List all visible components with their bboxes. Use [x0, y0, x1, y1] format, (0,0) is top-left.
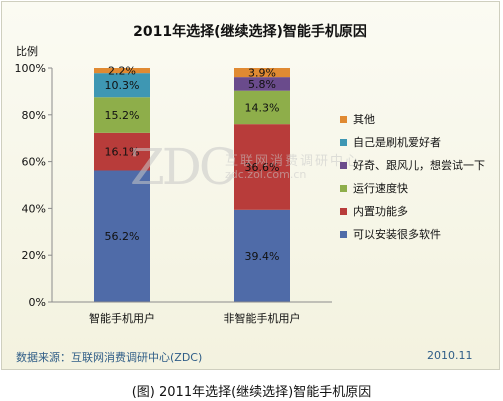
data-label: 15.2%: [105, 109, 140, 122]
legend-swatch: [340, 138, 347, 146]
bar-segment: [94, 132, 150, 171]
data-label: 36.6%: [245, 161, 280, 174]
data-label: 5.8%: [248, 78, 276, 91]
bars: 56.2% 16.1% 15.2% 10.3%2.2% 39.4% 36.6% 14.3% 5…: [94, 65, 290, 302]
legend-label: 好奇、跟风儿，想尝试一下: [353, 159, 485, 172]
legend-item: 好奇、跟风儿，想尝试一下: [340, 158, 485, 172]
bar-segment: [94, 73, 150, 98]
legend-item: 内置功能多: [340, 204, 408, 218]
data-label: 39.4%: [245, 250, 280, 263]
watermark-url: zdc.zol.com.cn: [225, 168, 307, 181]
data-label: 3.9%: [248, 67, 276, 80]
chart-canvas: 2011年选择(继续选择)智能手机原因 比例 0% 20% 40% 60% 80% 100…: [15, 23, 367, 325]
legend-swatch: [340, 161, 347, 169]
chart-title: 2011年选择(继续选择)智能手机原因: [133, 23, 367, 40]
bar-segment: [94, 97, 150, 133]
bar-segment: [94, 68, 150, 74]
y-axis: 0% 20% 40% 60% 80% 100%: [15, 62, 53, 309]
watermark-name: 互联网消费调研中心: [225, 154, 361, 169]
legend-item: 可以安装很多软件: [340, 227, 441, 241]
legend-swatch: [340, 184, 347, 192]
legend-label: 自己是刷机爱好者: [353, 136, 441, 149]
bar-segment: [94, 170, 150, 302]
legend-item: 自己是刷机爱好者: [340, 135, 441, 149]
bar-segment: [234, 77, 290, 91]
legend-swatch: [340, 115, 347, 123]
y-tick-label: 100%: [15, 62, 46, 75]
y-tick-label: 80%: [22, 109, 46, 122]
watermark: ZDC 互联网消费调研中心 zdc.zol.com.cn: [130, 142, 360, 202]
data-label: 14.3%: [245, 101, 280, 114]
figure-caption: (图) 2011年选择(继续选择)智能手机原因: [131, 385, 372, 400]
data-label: 10.3%: [105, 79, 140, 92]
legend-label: 可以安装很多软件: [353, 228, 441, 241]
date-note: 2010.11: [427, 349, 473, 362]
bar-segment: [234, 68, 290, 78]
data-label: 2.2%: [108, 65, 136, 78]
legend-label: 内置功能多: [353, 205, 408, 218]
y-axis-label: 比例: [16, 44, 38, 58]
y-tick-label: 40%: [22, 202, 46, 215]
source-note: 数据来源：互联网消费调研中心(ZDC): [16, 351, 203, 364]
data-label: 56.2%: [105, 230, 140, 243]
bar-segment: [234, 90, 290, 125]
watermark-logo: ZDC: [130, 138, 237, 196]
bar-segment: [234, 209, 290, 302]
x-tick-label: 智能手机用户: [89, 311, 155, 325]
y-tick-label: 60%: [22, 156, 46, 169]
x-tick-label: 非智能手机用户: [224, 311, 301, 325]
legend-label: 其他: [353, 113, 375, 126]
x-axis: 智能手机用户 非智能手机用户: [52, 301, 332, 325]
legend-item: 其他: [340, 112, 375, 126]
data-label: 16.1%: [105, 146, 140, 159]
bar-segment: [234, 124, 290, 210]
y-tick-label: 0%: [29, 296, 46, 309]
legend-swatch: [340, 230, 347, 238]
legend-swatch: [340, 207, 347, 215]
legend-item: 运行速度快: [340, 181, 408, 195]
chart-frame: 2011年选择(继续选择)智能手机原因 比例 0% 20% 40% 60% 80% 100…: [1, 1, 500, 370]
legend-label: 运行速度快: [353, 182, 408, 195]
y-tick-label: 20%: [22, 249, 46, 262]
